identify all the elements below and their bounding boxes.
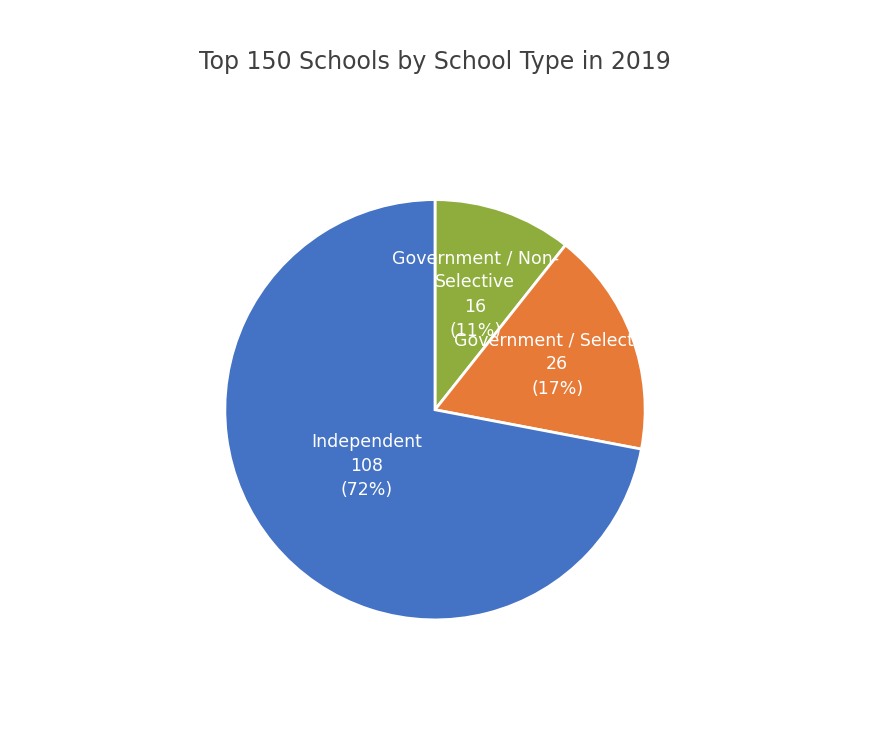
Wedge shape	[224, 200, 640, 620]
Text: Independent
108
(72%): Independent 108 (72%)	[311, 433, 422, 499]
Title: Top 150 Schools by School Type in 2019: Top 150 Schools by School Type in 2019	[199, 50, 670, 74]
Wedge shape	[434, 200, 565, 410]
Text: Government / Selective
26
(17%): Government / Selective 26 (17%)	[454, 331, 660, 398]
Wedge shape	[434, 245, 645, 449]
Text: Government / Non-
Selective
16
(11%): Government / Non- Selective 16 (11%)	[391, 249, 558, 340]
